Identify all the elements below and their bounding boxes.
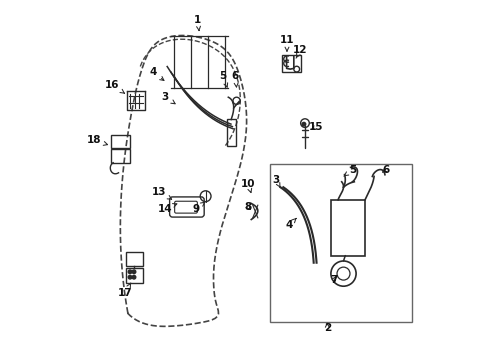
Text: 1: 1 <box>194 15 201 31</box>
Bar <box>330 200 365 256</box>
Text: 11: 11 <box>279 35 294 51</box>
Text: 17: 17 <box>118 283 132 298</box>
Text: 2: 2 <box>323 323 330 333</box>
Circle shape <box>132 270 136 274</box>
Text: 6: 6 <box>231 71 239 87</box>
Text: 4: 4 <box>285 219 296 230</box>
Circle shape <box>128 275 132 279</box>
Text: 13: 13 <box>151 186 171 199</box>
Bar <box>269 164 411 322</box>
Text: 14: 14 <box>158 204 177 214</box>
Text: 7: 7 <box>329 275 337 285</box>
Text: 9: 9 <box>192 202 204 214</box>
Text: 3: 3 <box>162 92 175 104</box>
Text: 4: 4 <box>149 67 163 80</box>
Bar <box>282 55 301 72</box>
Text: 18: 18 <box>86 135 107 145</box>
Text: 5: 5 <box>343 165 355 176</box>
Text: 15: 15 <box>308 122 323 132</box>
Text: 6: 6 <box>381 165 388 175</box>
Bar <box>111 135 130 148</box>
Bar <box>125 252 142 266</box>
Text: 16: 16 <box>104 80 124 93</box>
Text: 8: 8 <box>244 202 251 212</box>
Circle shape <box>302 122 305 126</box>
Text: 12: 12 <box>292 45 307 58</box>
Text: 10: 10 <box>241 179 255 193</box>
Bar <box>111 149 130 163</box>
Bar <box>227 119 236 146</box>
Circle shape <box>302 123 305 125</box>
Bar <box>125 268 142 283</box>
Circle shape <box>128 270 132 274</box>
Text: 3: 3 <box>272 175 280 188</box>
Circle shape <box>132 275 136 279</box>
Text: 5: 5 <box>219 71 227 87</box>
